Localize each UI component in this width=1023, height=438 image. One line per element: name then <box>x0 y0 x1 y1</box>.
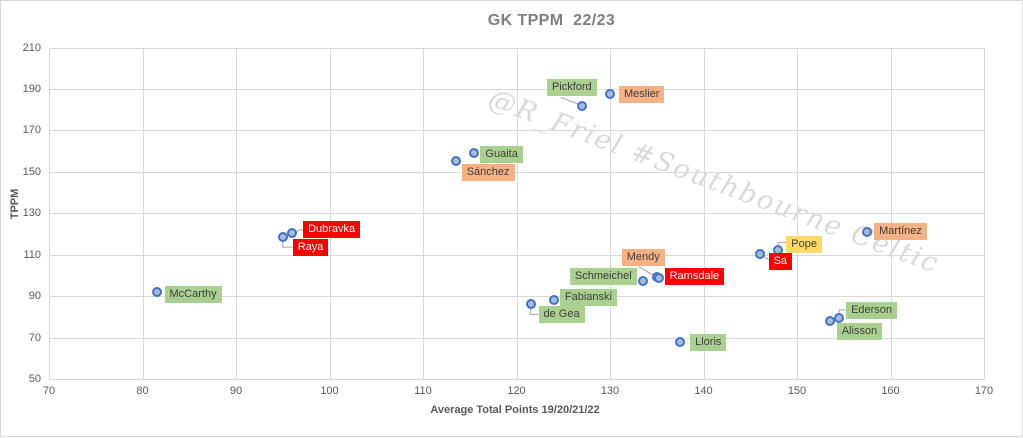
data-point-pickford <box>576 100 587 111</box>
data-label-raya: Raya <box>292 239 329 257</box>
data-label-dubravka: Dubravka <box>303 220 361 238</box>
y-axis-tick-label: 170 <box>22 124 41 137</box>
gridline-horizontal <box>49 254 984 256</box>
x-axis-tick-label: 170 <box>974 385 994 397</box>
x-axis-tick-label: 90 <box>229 385 243 397</box>
x-axis-tick-label: 120 <box>507 385 526 397</box>
data-point-ramsdale <box>653 273 664 284</box>
data-point-guaita <box>469 148 480 159</box>
y-axis-tick-label: 130 <box>22 207 41 220</box>
data-point-dubravka <box>287 227 298 238</box>
gridline-horizontal <box>49 296 984 298</box>
x-axis-tick-label: 140 <box>694 385 713 397</box>
x-axis-tick-label: 160 <box>881 385 900 397</box>
y-axis-tick-label: 50 <box>28 373 41 385</box>
y-axis-tick-label: 70 <box>28 331 41 344</box>
x-axis-tick-label: 110 <box>414 385 432 397</box>
data-point-fabianski <box>548 295 559 306</box>
data-label-alisson: Alisson <box>836 322 883 340</box>
gridline-vertical <box>984 47 985 379</box>
data-label-sanchez: Sánchez <box>461 164 515 182</box>
x-axis-tick-label: 130 <box>600 385 620 397</box>
watermark-text: @R_Friel #Southbourne Celtic <box>484 83 944 280</box>
x-axis-tick-label: 70 <box>42 385 56 397</box>
data-label-guaita: Guaita <box>480 146 523 164</box>
data-label-pope: Pope <box>786 235 822 253</box>
y-axis-tick-label: 210 <box>22 41 41 54</box>
data-label-ederson: Ederson <box>846 301 898 319</box>
x-axis-title: Average Total Points 19/20/21/22 <box>430 404 600 416</box>
data-point-raya <box>277 232 288 243</box>
data-label-schmeichel: Schmeichel <box>569 267 637 285</box>
data-point-de-gea <box>525 299 536 310</box>
gridline-horizontal <box>49 130 984 132</box>
data-point-ederson <box>834 312 845 323</box>
data-point-lloris <box>675 336 686 347</box>
data-point-martinez <box>862 226 873 237</box>
data-point-sa <box>754 248 765 259</box>
data-point-sanchez <box>450 156 461 167</box>
data-label-de-gea: de Gea <box>538 306 585 324</box>
y-axis-tick-label: 150 <box>22 165 41 178</box>
data-label-pickford: Pickford <box>546 78 597 96</box>
data-label-meslier: Meslier <box>619 86 665 104</box>
y-axis-title: TPPM <box>9 188 21 220</box>
data-label-fabianski: Fabianski <box>559 289 617 307</box>
gridline-horizontal <box>49 379 984 380</box>
data-label-mccarthy: McCarthy <box>164 285 222 303</box>
data-label-mendy: Mendy <box>621 249 665 267</box>
data-label-martinez: Martínez <box>874 222 927 240</box>
x-axis-tick-label: 150 <box>787 385 807 397</box>
data-label-lloris: Lloris <box>690 333 727 351</box>
gridline-horizontal <box>49 337 984 339</box>
data-point-mccarthy <box>151 286 162 297</box>
gridline-horizontal <box>49 213 984 215</box>
data-label-sa: Sa <box>768 252 793 270</box>
y-axis-tick-label: 110 <box>23 248 41 261</box>
chart-title: GK TPPM 22/23 <box>487 12 616 29</box>
data-point-meslier <box>605 89 615 100</box>
data-point-alisson <box>824 315 835 326</box>
gridline-horizontal <box>49 88 984 90</box>
x-axis-tick-label: 100 <box>320 385 339 397</box>
gridline-horizontal <box>49 171 984 173</box>
data-label-ramsdale: Ramsdale <box>664 268 725 286</box>
y-axis-tick-label: 90 <box>28 290 41 303</box>
x-axis-tick-label: 80 <box>136 385 149 397</box>
gridline-horizontal <box>49 47 984 49</box>
y-axis-tick-label: 190 <box>22 82 41 95</box>
data-point-schmeichel <box>637 275 648 286</box>
